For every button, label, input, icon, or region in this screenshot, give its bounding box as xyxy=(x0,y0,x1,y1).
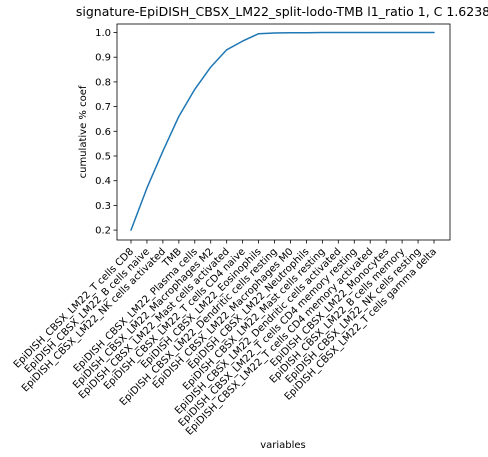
y-tick-label: 0.7 xyxy=(95,102,111,113)
y-tick-label: 1.0 xyxy=(95,28,111,39)
y-tick-label: 0.6 xyxy=(95,127,111,138)
x-axis: EpiDISH_CBSX_LM22_T cells CD8EpiDISH_CBS… xyxy=(12,240,439,438)
y-tick-label: 0.3 xyxy=(95,201,111,212)
y-axis-label: cumulative % coef xyxy=(78,85,89,178)
y-tick-label: 0.2 xyxy=(95,226,111,237)
y-tick-label: 0.9 xyxy=(95,53,111,64)
cumulative-coef-line xyxy=(130,31,435,231)
plot-frame xyxy=(116,23,451,241)
y-tick-label: 0.5 xyxy=(95,152,111,163)
x-axis-label: variables xyxy=(260,440,306,451)
chart-title: signature-EpiDISH_CBSX_LM22_split-lodo-T… xyxy=(76,4,488,19)
y-tick-label: 0.8 xyxy=(95,77,111,88)
y-tick-label: 0.4 xyxy=(95,176,111,187)
y-axis: 0.2 0.3 0.4 0.5 0.6 0.7 0.8 0.9 1.0 xyxy=(95,28,117,237)
plot-series xyxy=(130,31,435,231)
